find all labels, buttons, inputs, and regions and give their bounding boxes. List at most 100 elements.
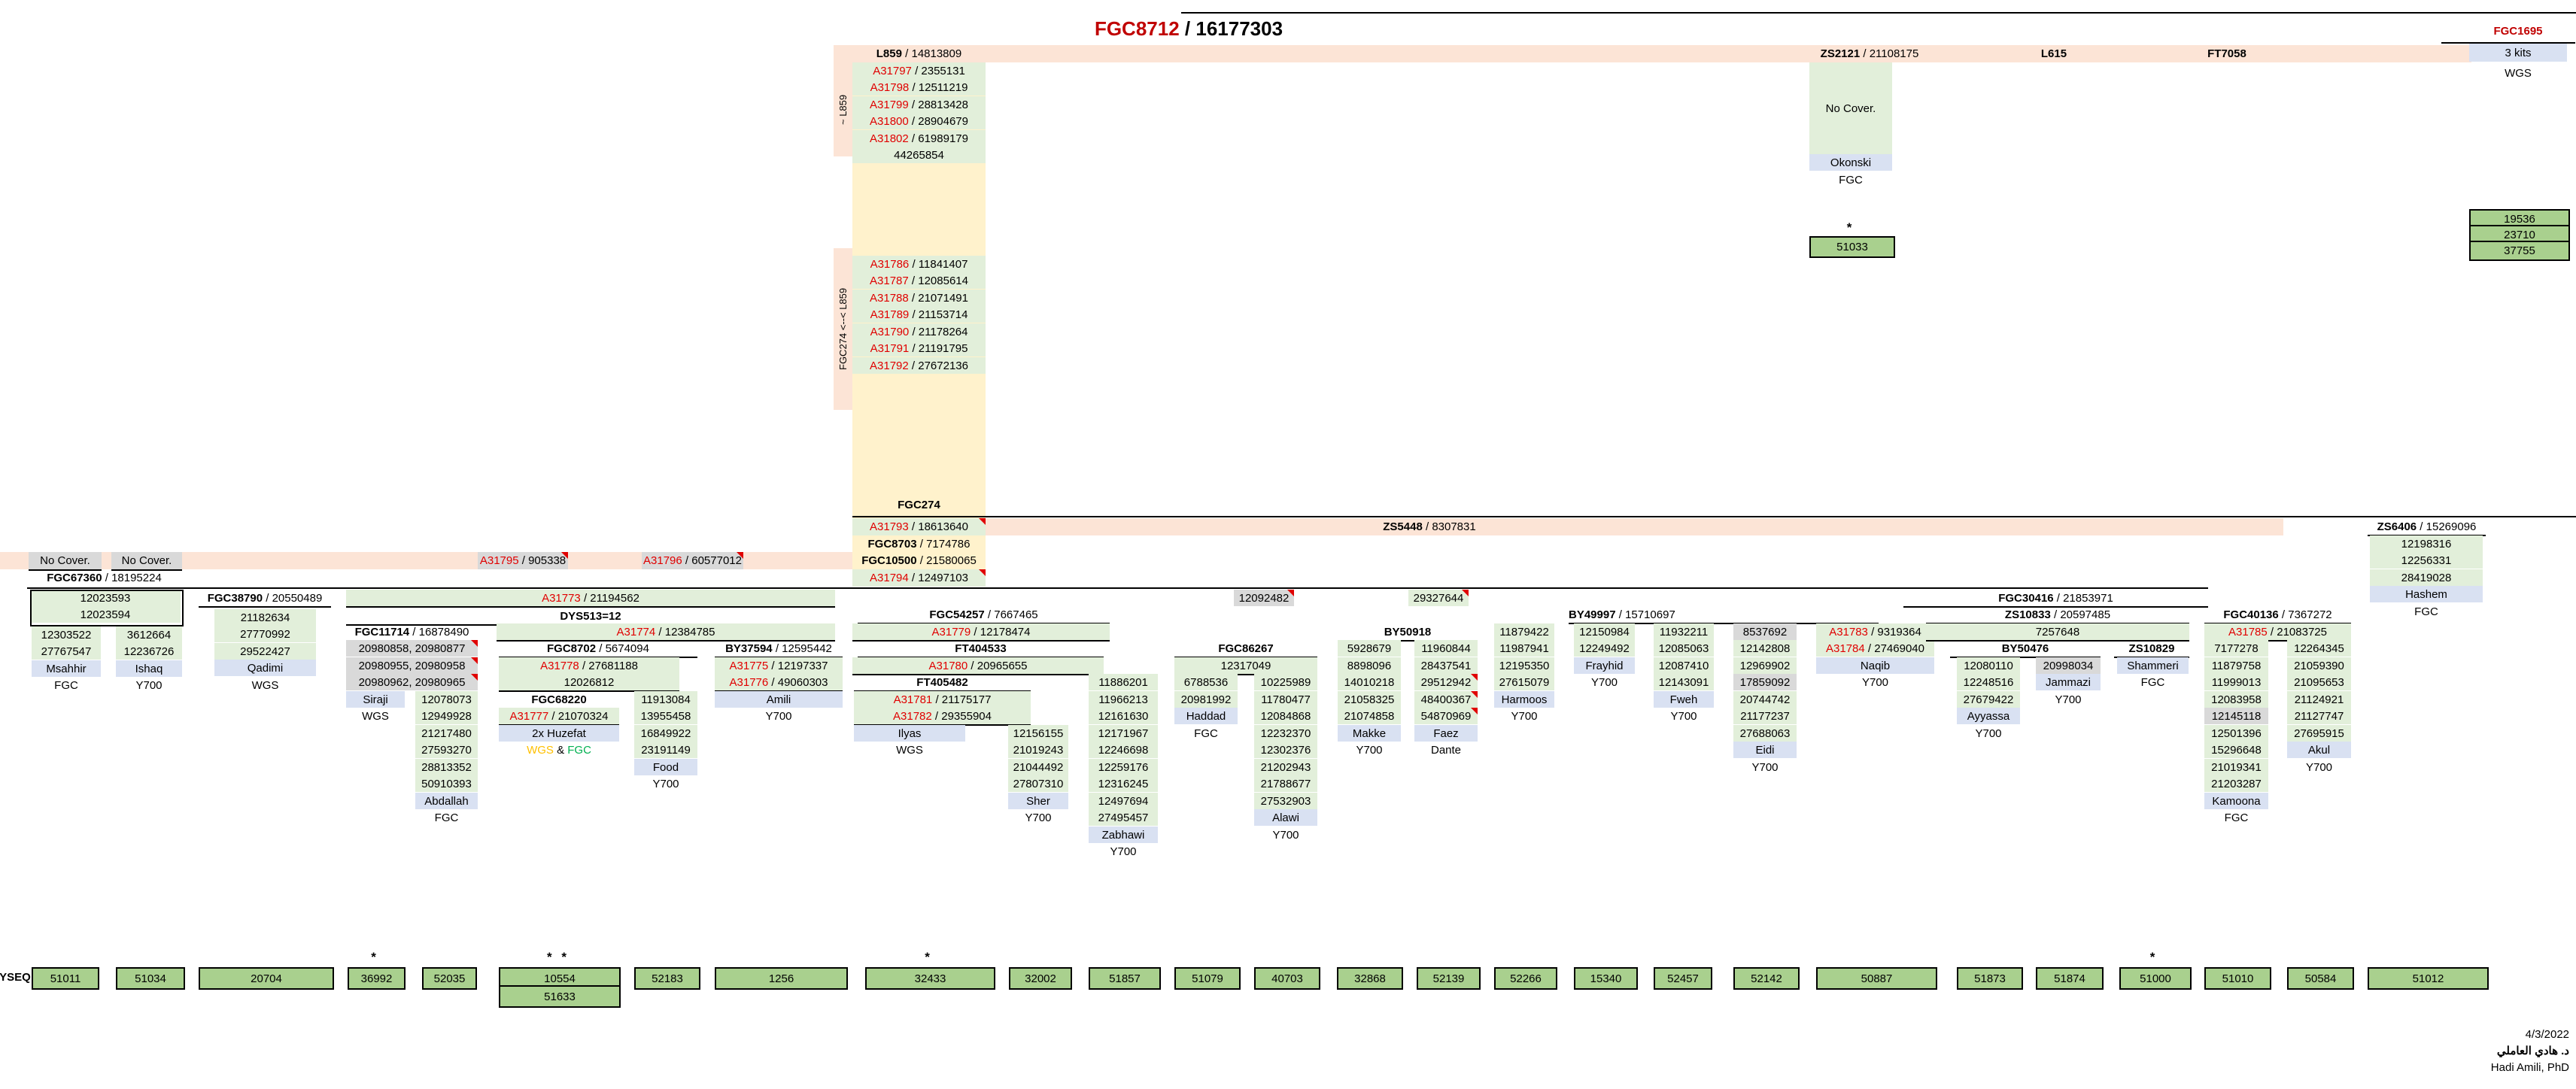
name-cell-msahhir: Msahhir [32,660,101,677]
name-cell-siraji: Siraji [346,691,405,708]
text-part: 27767547 [41,645,92,658]
snp-cell-12259176: 12259176 [1089,759,1158,775]
kit-32868: 32868 [1337,967,1403,990]
snp-cell-12246698: 12246698 [1089,742,1158,758]
text-part: A31799 [870,98,909,111]
kit-51012: 51012 [2368,967,2489,990]
text-part: 27770992 [240,627,290,641]
text-part: L615 [2040,47,2067,60]
text-part: Y700 [1590,675,1618,689]
header-fgc86267: FGC86267 [1174,640,1317,658]
snp-cell-12302376: 12302376 [1254,742,1317,758]
text-part: ZS6406 [2377,520,2417,533]
text-part: YSEQ [0,970,31,984]
snp-cell-a31790-21178264: A31790 / 21178264 [852,323,986,340]
header-zs10833-20597485: ZS10833 / 20597485 [1926,606,2189,624]
text-part: 27615079 [1499,675,1550,689]
text-part: 12023593 [80,591,131,605]
label-fgc: FGC [2370,603,2483,620]
text-part: 20980858, 20980877 [358,642,466,655]
author-arabic: د. هادي العاملي [2441,1042,2569,1059]
text-part: / 21191795 [909,341,968,355]
text-part: 6788536 [1183,675,1229,689]
snp-cell-12142808: 12142808 [1733,640,1797,657]
text-part: / 61989179 [908,132,968,145]
name-cell-faez: Faez [1414,725,1478,742]
text-part: / 12197337 [768,659,828,672]
text-part: 15296648 [2211,743,2262,757]
text-part: 12264345 [2294,642,2344,655]
name-cell-jammazi: Jammazi [2036,674,2101,690]
text-part: FT7058 [2207,47,2246,60]
snp-cell-44265854: 44265854 [852,147,986,163]
text-part: A31778 [540,659,579,672]
snp-cell-10225989: 10225989 [1254,674,1317,690]
gray-cell-20980962-20980965: 20980962, 20980965 [346,674,478,690]
header-fgc10500-21580065: FGC10500 / 21580065 [852,552,986,569]
fgc10500-band [0,552,852,569]
header-zs10829: ZS10829 [2114,640,2189,658]
text-part: / 27672136 [908,359,968,372]
text-part: FT404533 [955,642,1007,655]
text-part: 12969902 [1739,659,1791,672]
text-part: FGC11714 [354,625,410,639]
text-part: * [371,949,379,964]
snp-cell-a31779-12178474: A31779 / 12178474 [852,623,1110,642]
kit-52183: 52183 [634,967,700,990]
text-part: A31783 [1829,625,1868,639]
snp-cell-12156155: 12156155 [1008,725,1068,742]
name-cell-makke: Makke [1338,725,1401,742]
asterisk-blank: * [1809,220,1892,235]
snp-cell-12232370: 12232370 [1254,725,1317,742]
kit-51857: 51857 [1089,967,1161,990]
kit-51633: 51633 [499,985,621,1008]
kit-36992: 36992 [348,967,406,990]
date-label: 4/3/2022 [2441,1026,2569,1042]
text-part: / 21070324 [548,709,609,723]
header-fgc67360-18195224: FGC67360 / 18195224 [27,569,181,586]
snp-cell-12085063: 12085063 [1654,640,1714,657]
text-part: Okonski [1830,156,1872,169]
text-part: FGC [567,743,591,757]
text-part: 23191149 [641,743,691,757]
label-fgc: FGC [1174,725,1238,742]
header-fgc38790-20550489: FGC38790 / 20550489 [199,590,331,608]
text-part: A31798 [870,80,910,94]
text-part: 52457 [1667,972,1699,985]
text-part: / 12085614 [908,274,968,287]
text-part: 7177278 [2214,642,2259,655]
text-part: 52139 [1432,972,1465,985]
text-part: 21059390 [2294,659,2344,672]
text-part: / 27681188 [579,659,638,672]
text-part: WGS [527,743,554,757]
kit-52142: 52142 [1733,967,1800,990]
text-part: / 16878490 [409,625,469,639]
snp-cell-21019243: 21019243 [1008,742,1068,758]
gray-cell-20998034: 20998034 [2036,657,2101,674]
text-part: A31795 [479,554,519,567]
text-part: 21019341 [2211,760,2262,774]
text-part: FGC [2140,675,2165,689]
text-part: 16849922 [640,727,691,740]
label-wgs: WGS [2469,65,2567,81]
text-part: 3 kits [2505,46,2532,59]
text-part: 20980962, 20980965 [358,675,466,689]
name-cell-amili: Amili [715,691,843,708]
text-part: FGC274 <--< L859 [837,287,849,371]
kit-51034: 51034 [116,967,185,990]
text-part: Food [652,760,679,774]
snp-cell-21788677: 21788677 [1254,775,1317,792]
text-part: Eidi [1755,743,1775,757]
text-part: 12195350 [1499,659,1550,672]
snp-cell-8898096: 8898096 [1338,657,1401,674]
text-part: 50910393 [421,777,472,790]
snp-cell-12143091: 12143091 [1654,674,1714,690]
label-y700: Y700 [2287,759,2351,775]
text-part: 12143091 [1658,675,1709,689]
header-fgc8702-5674094: FGC8702 / 5674094 [499,640,697,658]
text-part: WGS [896,743,923,757]
snp-cell-a31776-49060303: A31776 / 49060303 [715,674,843,692]
text-part: Haddad [1186,709,1226,723]
text-part: A31792 [870,359,909,372]
kit-52457: 52457 [1654,967,1712,990]
